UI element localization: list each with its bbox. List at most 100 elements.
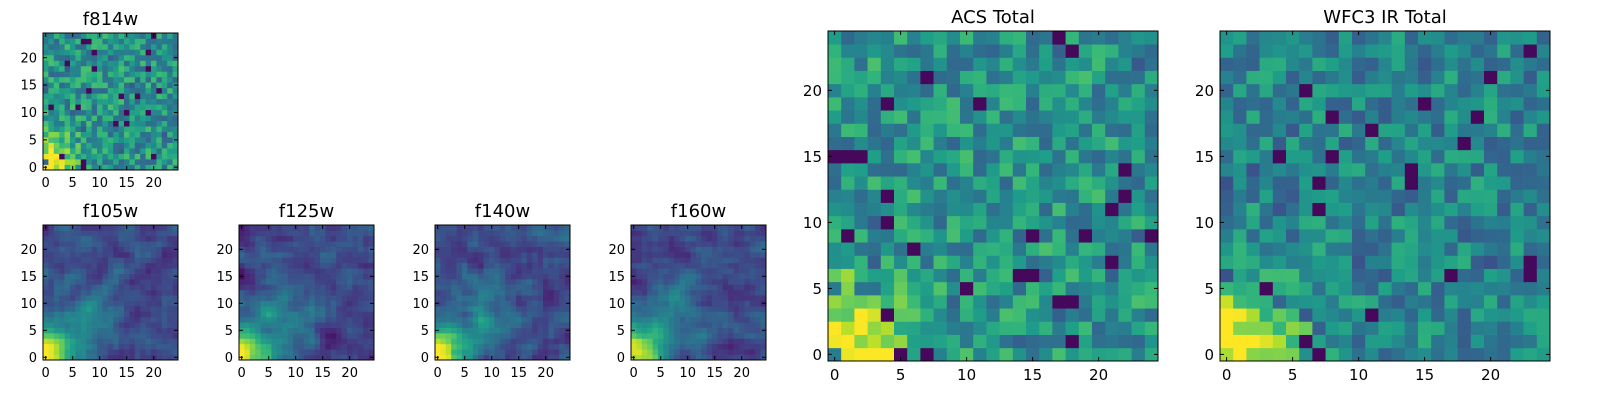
heatmap-cell <box>124 279 130 285</box>
heatmap-cell <box>647 333 653 339</box>
heatmap-cell <box>140 295 146 301</box>
heatmap-cell <box>712 230 718 237</box>
heatmap-cell <box>1286 97 1300 111</box>
heatmap-cell <box>999 255 1014 269</box>
heatmap-cell <box>1272 176 1287 190</box>
heatmap-cell <box>91 252 98 258</box>
heatmap-cell <box>1352 268 1366 283</box>
heatmap-cell <box>48 354 55 361</box>
heatmap-cell <box>341 252 348 258</box>
heatmap-cell <box>134 104 141 111</box>
heatmap-cell <box>124 98 130 105</box>
heatmap-cell <box>102 142 109 149</box>
heatmap-cell <box>140 327 146 334</box>
heatmap-cell <box>722 349 729 355</box>
heatmap-cell <box>658 349 664 355</box>
heatmap-cell <box>1352 176 1366 190</box>
heatmap-cell <box>145 38 152 45</box>
heatmap-cell <box>80 131 87 138</box>
heatmap-cell <box>1536 44 1551 58</box>
heatmap-cell <box>1299 176 1313 190</box>
heatmap-cell <box>145 153 152 160</box>
heatmap-cell <box>744 295 751 301</box>
heatmap-cell <box>1092 242 1106 256</box>
heatmap-cell <box>1523 268 1538 283</box>
heatmap-cell <box>118 235 125 242</box>
heatmap-cell <box>1352 321 1366 335</box>
heatmap-cell <box>80 306 87 312</box>
x-tick-label: 10 <box>91 366 108 381</box>
heatmap-cell <box>1497 44 1511 58</box>
heatmap-cell <box>266 333 272 339</box>
heatmap-cell <box>722 241 729 247</box>
heatmap-cell <box>59 343 65 350</box>
heatmap-cell <box>118 43 125 50</box>
y-tick-label: 0 <box>1204 346 1214 364</box>
heatmap-cell <box>499 306 506 312</box>
heatmap-cell <box>1444 136 1458 151</box>
heatmap-cell <box>1338 321 1353 335</box>
heatmap-cell <box>255 343 261 350</box>
heatmap-cell <box>118 104 125 111</box>
heatmap-cell <box>167 230 173 237</box>
heatmap-cell <box>80 268 87 274</box>
heatmap-cell <box>674 338 680 345</box>
heatmap-cell <box>271 295 278 301</box>
heatmap-cell <box>744 327 751 334</box>
heatmap-cell <box>505 262 511 269</box>
heatmap-cell <box>1065 83 1080 98</box>
heatmap-cell <box>658 322 664 328</box>
heatmap-cell <box>1444 321 1458 335</box>
heatmap-cell <box>161 273 168 280</box>
heatmap-cell <box>636 333 643 339</box>
heatmap-cell <box>722 273 729 280</box>
heatmap-cell <box>652 252 659 258</box>
heatmap-cell <box>1352 189 1366 203</box>
heatmap-cell <box>505 284 511 291</box>
heatmap-cell <box>129 164 136 171</box>
heatmap-cell <box>107 343 114 350</box>
heatmap-cell <box>728 343 734 350</box>
heatmap-cell <box>828 110 842 124</box>
heatmap-cell <box>276 289 283 296</box>
heatmap-cell <box>451 225 457 231</box>
heatmap-cell <box>172 289 179 296</box>
heatmap-cell <box>1536 136 1551 151</box>
heatmap-cell <box>1012 189 1027 203</box>
heatmap-cell <box>113 306 119 312</box>
x-tick-label: 0 <box>238 366 246 381</box>
heatmap-cell <box>271 311 278 318</box>
heatmap-cell <box>1118 136 1132 151</box>
heatmap-cell <box>124 159 130 165</box>
heatmap-cell <box>134 306 141 312</box>
heatmap-cell <box>282 262 288 269</box>
heatmap-cell <box>505 295 511 301</box>
heatmap-cell <box>1510 255 1524 269</box>
heatmap-cell <box>1391 136 1406 151</box>
heatmap-cell <box>156 338 163 345</box>
heatmap-cell <box>97 126 103 132</box>
heatmap-cell <box>97 349 103 355</box>
heatmap-cell <box>1144 229 1159 243</box>
heatmap-cell <box>499 230 506 237</box>
heatmap-cell <box>663 349 670 355</box>
heatmap-cell <box>1497 347 1511 362</box>
heatmap-cell <box>260 235 267 242</box>
heatmap-cell <box>118 82 125 89</box>
heatmap-cell <box>960 255 974 269</box>
heatmap-cell <box>631 252 637 258</box>
heatmap-cell <box>1105 334 1119 349</box>
heatmap-cell <box>53 327 60 334</box>
heatmap-cell <box>462 295 468 301</box>
heatmap-cell <box>91 104 98 111</box>
heatmap-cell <box>841 242 855 256</box>
heatmap-cell <box>652 300 659 307</box>
heatmap-cell <box>521 354 528 361</box>
heatmap-cell <box>53 235 60 242</box>
heatmap-cell <box>1052 347 1066 362</box>
heatmap-cell <box>1444 70 1458 85</box>
heatmap-cell <box>526 333 533 339</box>
heatmap-cell <box>867 83 882 98</box>
heatmap-cell <box>1052 321 1066 335</box>
heatmap-cell <box>722 316 729 323</box>
